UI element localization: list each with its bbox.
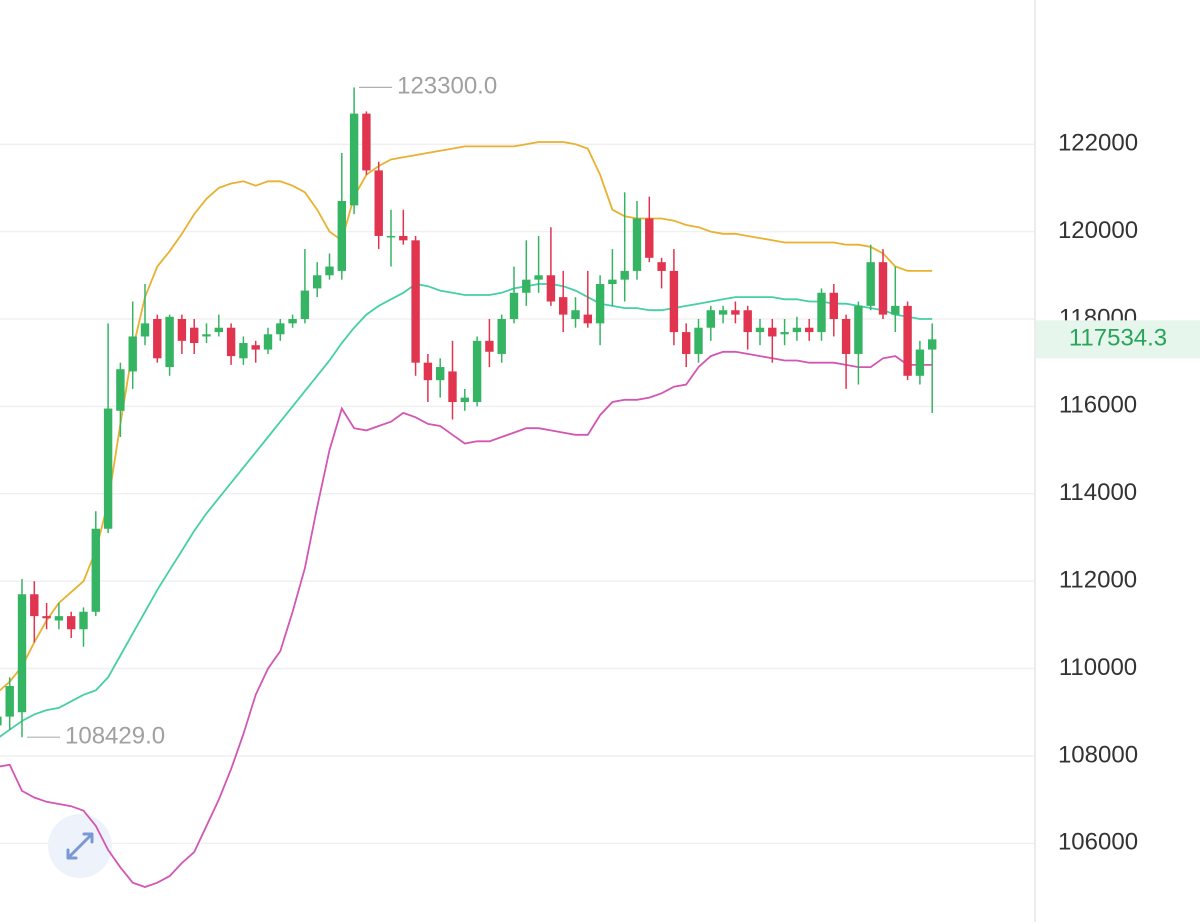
candle-body bbox=[190, 327, 199, 344]
candle-body bbox=[79, 611, 88, 630]
candle-body bbox=[731, 310, 740, 315]
candle-body bbox=[805, 327, 814, 333]
candle-body bbox=[276, 323, 285, 335]
candle-body bbox=[0, 716, 2, 726]
y-tick-label: 120000 bbox=[1058, 217, 1138, 244]
candle-body bbox=[337, 201, 346, 271]
candle-body bbox=[755, 327, 765, 333]
candle-body bbox=[891, 305, 900, 315]
candle-body bbox=[239, 343, 248, 359]
candle-body bbox=[177, 318, 187, 341]
candle-body bbox=[386, 235, 396, 238]
candle-body bbox=[522, 279, 531, 293]
candle-body bbox=[497, 318, 506, 354]
candle-body bbox=[792, 327, 802, 333]
candle-body bbox=[632, 218, 642, 271]
candle-body bbox=[718, 310, 728, 315]
candle-body bbox=[165, 316, 174, 368]
candle-body bbox=[472, 340, 482, 403]
candle-body bbox=[214, 327, 223, 333]
band-line bbox=[0, 141, 933, 692]
candle-body bbox=[583, 314, 592, 324]
candle-body bbox=[30, 594, 39, 617]
candle-body bbox=[362, 113, 371, 171]
candle-body bbox=[903, 305, 912, 376]
candle-body bbox=[571, 310, 580, 319]
expand-button[interactable] bbox=[48, 814, 112, 878]
current-price-label: 117534.3 bbox=[1069, 325, 1167, 352]
candle-body bbox=[436, 367, 445, 381]
y-tick-label: 122000 bbox=[1058, 130, 1138, 157]
candle-body bbox=[595, 284, 605, 324]
candle-body bbox=[460, 397, 469, 403]
candle-body bbox=[42, 616, 51, 619]
candle-body bbox=[620, 270, 629, 280]
candle-body bbox=[559, 297, 568, 315]
candle-body bbox=[300, 290, 310, 319]
candle-body bbox=[116, 369, 125, 411]
candle-body bbox=[743, 310, 752, 333]
candle-body bbox=[841, 318, 851, 354]
y-tick-label: 106000 bbox=[1058, 829, 1138, 856]
candle-body bbox=[226, 327, 236, 357]
candle-body bbox=[546, 275, 556, 302]
candle-body bbox=[682, 332, 691, 354]
y-tick-label: 112000 bbox=[1059, 567, 1137, 594]
candle-body bbox=[928, 339, 937, 350]
candle-body bbox=[5, 686, 14, 717]
candle-body bbox=[91, 528, 100, 612]
candle-body bbox=[448, 371, 457, 403]
current-price-box bbox=[1036, 320, 1200, 359]
candle-body bbox=[915, 349, 925, 376]
candle-body bbox=[263, 334, 273, 350]
annotation-label: 108429.0 bbox=[65, 723, 165, 750]
candle-body bbox=[657, 262, 666, 271]
candle-body bbox=[128, 336, 137, 372]
candle-body bbox=[17, 594, 27, 713]
candle-body bbox=[866, 262, 875, 306]
candle-body bbox=[694, 327, 703, 354]
candle-body bbox=[325, 266, 334, 276]
candle-body bbox=[878, 262, 888, 315]
y-tick-label: 116000 bbox=[1059, 392, 1137, 419]
annotation-label: 123300.0 bbox=[397, 73, 497, 100]
candle-body bbox=[153, 318, 162, 359]
candle-body bbox=[854, 305, 863, 354]
candle-body bbox=[768, 327, 777, 337]
band-line bbox=[0, 283, 933, 738]
candle-body bbox=[509, 292, 519, 319]
candle-body bbox=[645, 218, 654, 258]
candle-body bbox=[706, 310, 715, 328]
candle-body bbox=[202, 334, 211, 337]
candle-body bbox=[485, 340, 494, 352]
candle-body bbox=[399, 235, 408, 241]
candle-body bbox=[780, 332, 789, 335]
candle-body bbox=[374, 170, 383, 236]
candle-body bbox=[534, 275, 543, 280]
candle-body bbox=[251, 345, 260, 350]
candle-body bbox=[423, 362, 433, 381]
candle-body bbox=[829, 292, 838, 319]
candle-body bbox=[103, 408, 113, 529]
candle-body bbox=[817, 292, 826, 333]
candle-body bbox=[608, 279, 617, 285]
candle-body bbox=[140, 323, 150, 337]
candle-body bbox=[411, 240, 420, 363]
candle-body bbox=[288, 318, 297, 324]
y-tick-label: 110000 bbox=[1059, 654, 1137, 681]
candle-body bbox=[67, 616, 76, 630]
candle-body bbox=[313, 275, 322, 289]
candle-body bbox=[349, 113, 359, 206]
y-tick-label: 114000 bbox=[1059, 479, 1137, 506]
band-line bbox=[0, 350, 933, 888]
candle-body bbox=[669, 270, 679, 333]
candle-body bbox=[54, 616, 64, 621]
y-tick-label: 108000 bbox=[1058, 741, 1138, 768]
